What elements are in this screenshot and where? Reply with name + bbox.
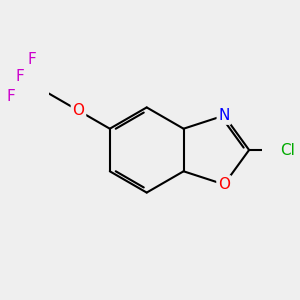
Text: F: F [15,69,24,84]
Text: F: F [28,52,36,67]
Text: O: O [73,103,85,118]
Text: Cl: Cl [280,142,295,158]
Text: N: N [218,108,230,123]
Text: F: F [6,88,15,104]
Text: O: O [218,177,230,192]
